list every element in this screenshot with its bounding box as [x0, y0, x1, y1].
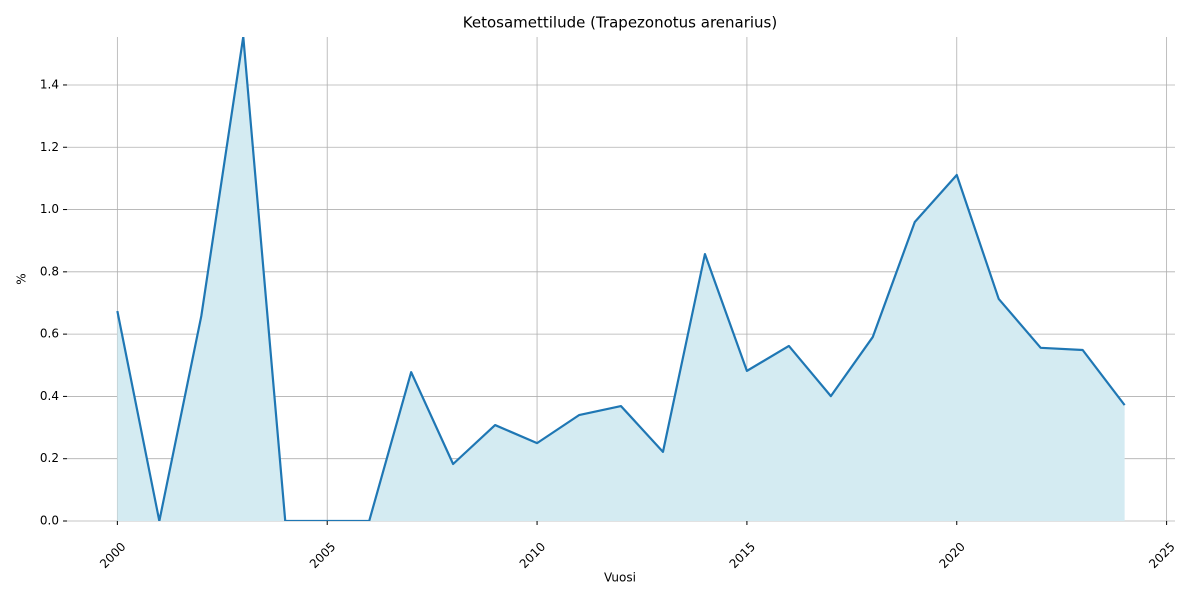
y-tick-label: 0.4	[40, 389, 59, 403]
y-tick-label: 0.6	[40, 327, 59, 341]
x-tick-label: 2000	[97, 540, 128, 571]
y-axis-label: %	[15, 273, 29, 284]
line	[116, 37, 1126, 521]
y-tick-label: 0.8	[40, 264, 59, 278]
chart-title: Ketosamettilude (Trapezonotus arenarius)	[463, 14, 777, 32]
x-tick-label: 2020	[936, 540, 967, 571]
x-tick-label: 2005	[307, 540, 338, 571]
y-tick-label: 1.4	[40, 77, 59, 91]
x-tick-label: 2015	[727, 540, 758, 571]
x-tick-label: 2025	[1146, 540, 1177, 571]
y-tick-label: 0.0	[40, 514, 59, 528]
y-tick-label: 1.0	[40, 202, 59, 216]
y-tick-label: 1.2	[40, 140, 59, 154]
area	[117, 37, 1125, 521]
x-axis-label: Vuosi	[604, 571, 636, 585]
y-tick-label: 0.2	[40, 451, 59, 465]
x-tick-label: 2010	[517, 540, 548, 571]
